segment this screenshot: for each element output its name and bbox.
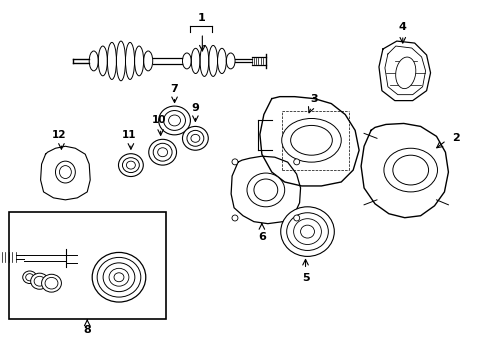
Text: 12: 12 [52,130,67,140]
Ellipse shape [294,219,321,244]
Polygon shape [231,156,300,224]
Ellipse shape [182,126,208,150]
Ellipse shape [23,271,37,283]
Text: 8: 8 [83,325,91,335]
Text: 10: 10 [151,116,166,125]
Ellipse shape [126,161,135,169]
Ellipse shape [393,155,429,185]
Text: 1: 1 [197,13,205,23]
Ellipse shape [92,252,146,302]
Polygon shape [379,41,431,100]
Ellipse shape [119,154,143,176]
Ellipse shape [287,213,328,251]
Ellipse shape [103,263,135,292]
Text: 2: 2 [452,133,460,143]
Ellipse shape [396,57,416,89]
Text: 7: 7 [171,84,178,94]
Ellipse shape [159,106,191,135]
Ellipse shape [291,125,332,155]
Polygon shape [260,96,359,186]
Ellipse shape [247,173,285,207]
Ellipse shape [45,278,58,289]
Ellipse shape [55,161,75,183]
Ellipse shape [59,166,72,179]
Ellipse shape [191,134,200,142]
Ellipse shape [25,274,34,281]
Polygon shape [361,123,448,218]
Ellipse shape [42,274,61,292]
Circle shape [294,159,300,165]
Ellipse shape [31,273,49,289]
Ellipse shape [34,276,45,286]
Ellipse shape [158,148,168,157]
Text: 4: 4 [399,22,407,32]
Text: 6: 6 [258,231,266,242]
Circle shape [232,215,238,221]
Ellipse shape [282,118,341,162]
Ellipse shape [122,158,139,172]
Text: 5: 5 [302,273,309,283]
Ellipse shape [114,273,124,282]
Polygon shape [41,146,90,200]
Text: 3: 3 [311,94,319,104]
Ellipse shape [109,268,129,286]
Circle shape [294,215,300,221]
Ellipse shape [153,143,172,161]
Text: 11: 11 [122,130,136,140]
FancyBboxPatch shape [9,212,166,319]
Ellipse shape [97,257,141,297]
Ellipse shape [254,179,278,201]
Ellipse shape [164,111,185,130]
Ellipse shape [384,148,438,192]
Circle shape [232,159,238,165]
Ellipse shape [300,225,315,238]
Ellipse shape [187,130,204,146]
Ellipse shape [281,207,334,256]
Ellipse shape [169,115,180,126]
Ellipse shape [149,139,176,165]
Text: 9: 9 [192,103,199,113]
